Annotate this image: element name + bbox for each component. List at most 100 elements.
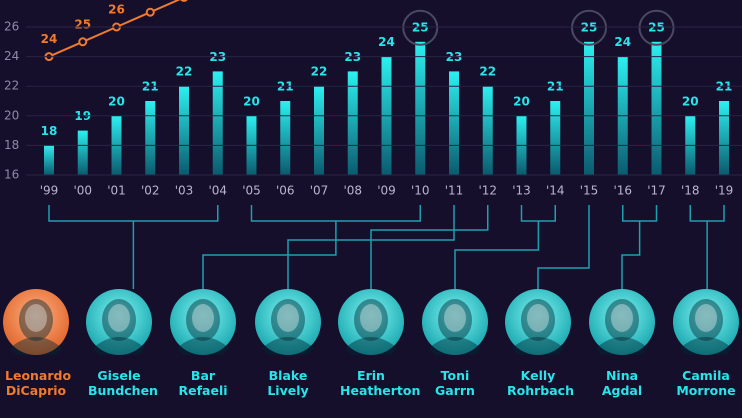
portrait-shoulders [262, 337, 314, 355]
person-name: Leonardo DiCaprio [5, 368, 72, 398]
person-name: Nina Agdal [601, 368, 643, 398]
x-tick-label: '19 [715, 184, 734, 198]
portrait-face [611, 304, 633, 332]
portrait-bg [170, 289, 236, 355]
bracket [689, 205, 725, 222]
portrait-hair [271, 299, 305, 341]
bracket [48, 205, 219, 222]
portrait-face [192, 304, 214, 332]
person-name: Gisele Bundchen [88, 368, 158, 398]
x-tick-label: '08 [343, 184, 362, 198]
person-name: Blake Lively [267, 368, 309, 398]
bar-value-label: 20 [108, 94, 125, 108]
bar-value-label: 20 [682, 94, 699, 108]
x-tick-label: '09 [377, 184, 396, 198]
x-tick-label: '03 [175, 184, 194, 198]
x-tick-label: '04 [208, 184, 227, 198]
bar [77, 130, 88, 175]
portrait-hair [186, 299, 220, 341]
bar [584, 41, 594, 175]
bar [415, 41, 426, 175]
age-label: 24 [41, 32, 58, 46]
bar [212, 71, 223, 175]
portrait-shoulders [596, 337, 648, 355]
portrait-hair [605, 299, 639, 341]
person-portrait [673, 289, 739, 355]
portrait-shoulders [345, 337, 397, 355]
highlight-ring [638, 9, 675, 46]
portrait-bg [673, 289, 739, 355]
person-portrait [422, 289, 488, 355]
bar [179, 86, 189, 175]
dicaprio-portrait [3, 289, 69, 355]
person-portrait [170, 289, 236, 355]
person-portrait [505, 289, 571, 355]
portrait-shoulders [10, 337, 62, 355]
person-name: Camila Morrone [676, 368, 736, 398]
person-name: Bar Refaeli [178, 368, 228, 398]
bar-value-label: 24 [614, 35, 631, 49]
portrait-hair [689, 299, 723, 341]
bar [145, 101, 156, 175]
y-tick-label: 22 [4, 79, 19, 93]
x-tick-label: '00 [73, 184, 92, 198]
portrait-hair [438, 299, 472, 341]
y-tick-label: 20 [4, 108, 19, 122]
portrait-face [360, 304, 382, 332]
x-tick-label: '02 [141, 184, 160, 198]
plot: 1819202122232021222324252322202125242520… [41, 0, 732, 175]
bar-value-label: 22 [176, 65, 193, 79]
bar-value-label: 24 [378, 35, 395, 49]
bar [482, 86, 493, 175]
bar [44, 145, 54, 175]
x-tick-label: '07 [310, 184, 329, 198]
connector [454, 221, 540, 289]
x-tick-label: '15 [580, 184, 599, 198]
bar-value-label: 20 [513, 94, 530, 108]
x-tick-label: '05 [242, 184, 261, 198]
person-portrait [255, 289, 321, 355]
x-tick-label: '99 [40, 184, 59, 198]
connector [621, 221, 641, 289]
person-portrait [86, 289, 152, 355]
person-portrait [338, 289, 404, 355]
portrait-face [25, 304, 47, 332]
portrait-bg [422, 289, 488, 355]
x-tick-label: '14 [546, 184, 565, 198]
portrait-face [527, 304, 549, 332]
y-tick-label: 16 [4, 168, 19, 182]
x-tick-label: '10 [411, 184, 430, 198]
x-tick-label: '12 [478, 184, 497, 198]
bar [550, 101, 561, 175]
x-tick-label: '16 [613, 184, 632, 198]
portrait-hair [102, 299, 136, 341]
portrait-hair [354, 299, 388, 341]
bracket [622, 205, 658, 222]
highlight-ring [402, 9, 439, 46]
portrait-bg [589, 289, 655, 355]
x-tick-label: '06 [276, 184, 295, 198]
bar-value-label: 22 [311, 65, 328, 79]
bar-value-label: 18 [41, 124, 58, 138]
x-tick-label: '01 [107, 184, 126, 198]
portrait-bg [86, 289, 152, 355]
portrait-shoulders [429, 337, 481, 355]
bar [314, 86, 324, 175]
bar-value-label: 20 [243, 94, 260, 108]
portrait-bg [505, 289, 571, 355]
portrait-hair [19, 299, 53, 341]
age-point [78, 37, 88, 47]
portrait-shoulders [680, 337, 732, 355]
portrait-face [695, 304, 717, 332]
bar [719, 101, 729, 175]
portrait-shoulders [93, 337, 145, 355]
portrait-shoulders [512, 337, 564, 355]
portrait-face [444, 304, 466, 332]
person-name: Erin Heatherton [340, 368, 421, 398]
portrait-face [108, 304, 130, 332]
bar [280, 101, 291, 175]
portrait-bg [338, 289, 404, 355]
portrait-bg [3, 289, 69, 355]
